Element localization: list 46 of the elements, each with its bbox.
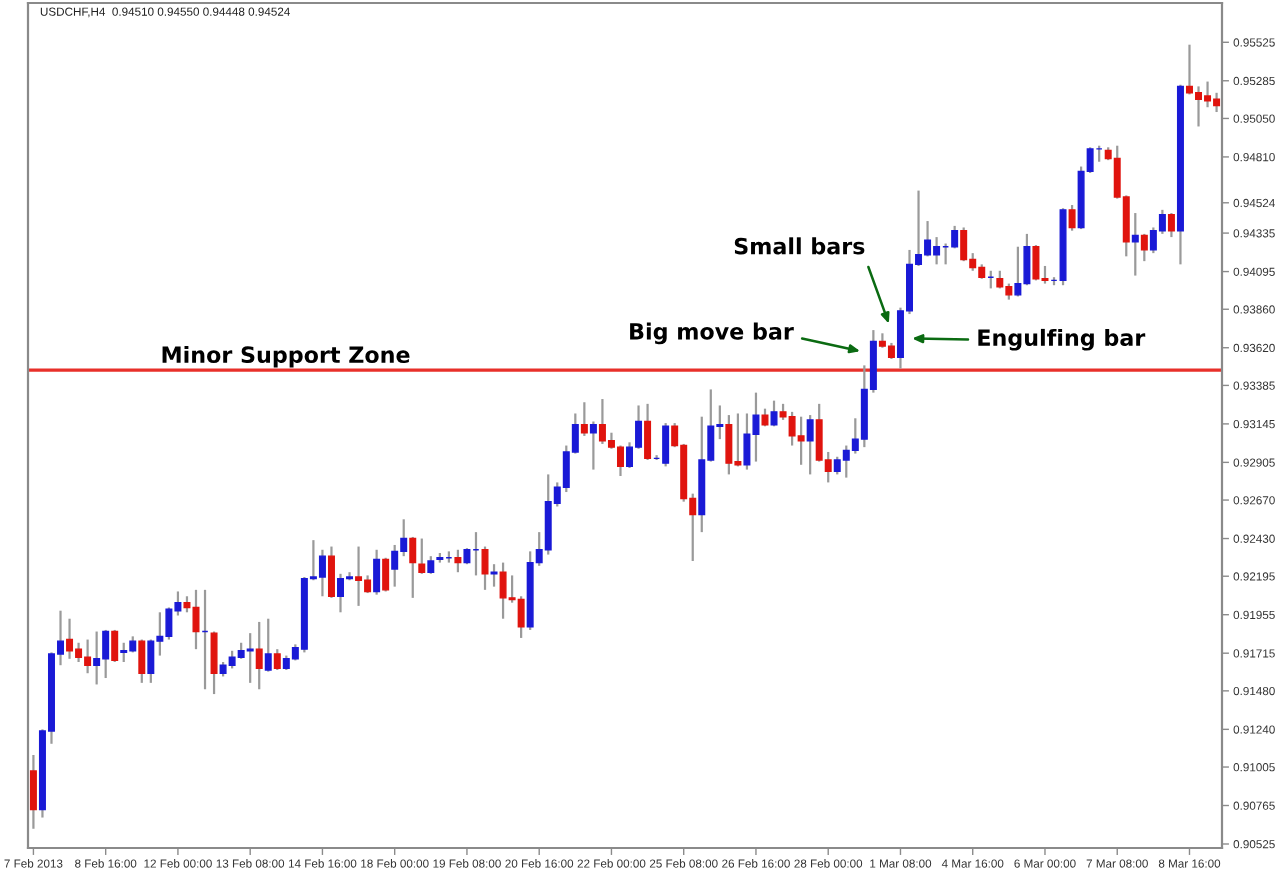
candlestick xyxy=(246,632,254,684)
candlestick xyxy=(1032,244,1040,282)
candlestick xyxy=(111,628,119,664)
candlestick xyxy=(391,543,399,588)
candlestick xyxy=(806,413,814,476)
candlestick xyxy=(255,620,263,691)
annotation: Big move bar xyxy=(630,322,794,345)
candlestick xyxy=(580,401,588,438)
candlestick xyxy=(66,617,74,660)
candlestick xyxy=(382,556,390,593)
candlestick xyxy=(409,535,417,599)
candlestick xyxy=(1014,245,1022,298)
candlestick xyxy=(644,402,652,462)
candlestick xyxy=(517,595,525,640)
candlestick xyxy=(373,548,381,596)
candlestick xyxy=(147,638,155,684)
candlestick xyxy=(273,648,281,672)
candlestick xyxy=(1068,203,1076,232)
candlestick xyxy=(1167,211,1175,239)
candlestick xyxy=(327,545,335,599)
candlestick xyxy=(616,444,624,478)
candlestick xyxy=(120,641,128,664)
candlestick xyxy=(29,753,37,830)
candlestick xyxy=(490,563,498,588)
candlestick xyxy=(662,421,670,468)
candlestick xyxy=(770,399,778,428)
candlestick xyxy=(264,617,272,673)
candlestick xyxy=(1140,232,1148,263)
candlestick xyxy=(210,630,218,696)
candlestick xyxy=(138,638,146,684)
candlestick xyxy=(481,545,489,591)
candlestick xyxy=(951,224,959,250)
candlestick xyxy=(725,413,733,476)
candlestick xyxy=(960,226,968,263)
annotation: Small bars xyxy=(734,237,865,255)
candlestick xyxy=(743,412,751,471)
candlestick xyxy=(418,537,426,575)
candlestick xyxy=(93,630,101,686)
ref-line-label: Minor Support Zone xyxy=(162,345,410,368)
candlestick xyxy=(454,548,462,574)
candlestick xyxy=(797,415,805,466)
annotation: Engulfing bar xyxy=(978,328,1146,351)
candlestick xyxy=(1131,211,1139,277)
candlestick xyxy=(589,420,597,471)
candlestick xyxy=(318,548,326,598)
candlestick xyxy=(355,545,363,607)
